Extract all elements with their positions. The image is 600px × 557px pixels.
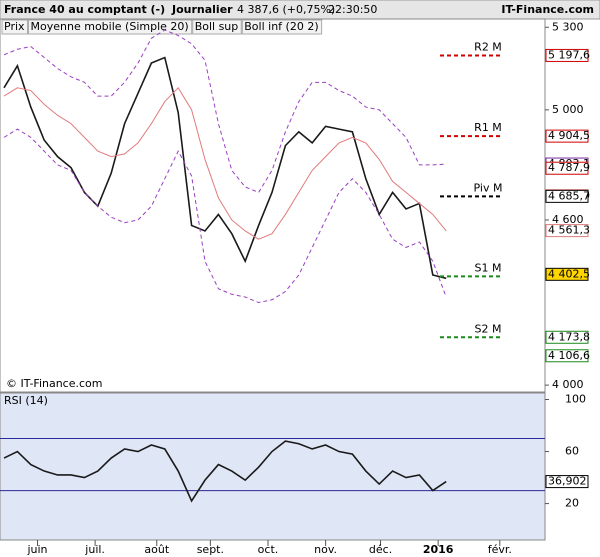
price-marker-label: 4 106,6 [548,349,590,362]
y-tick-label: 60 [565,445,579,458]
x-tick-label: juin [26,543,47,556]
price-marker-label: 4 787,9 [548,161,590,174]
rsi-title: RSI (14) [4,394,48,407]
price-marker [545,129,589,143]
price-marker [545,189,589,203]
y-tick-label: 4 000 [552,378,584,391]
time: 22:30:50 [328,3,377,16]
legend-box [28,19,193,35]
y-tick-label: 20 [565,497,579,510]
price-marker [545,161,589,175]
price-marker [545,267,589,281]
series-line [3,128,447,304]
legend-entry: Prix [4,20,25,33]
series-line [3,87,447,240]
pivot-label: S1 M [475,261,502,274]
series-line [3,440,447,503]
period: Journalier [171,3,233,16]
legend-box [241,19,323,35]
pivot-label: S2 M [475,322,502,335]
price-panel [0,18,546,393]
watermark: © IT-Finance.com [6,377,103,390]
price-marker-label: 5 197,6 [548,48,590,61]
price-marker-label: 4 402,5 [548,267,590,280]
x-tick-label: nov. [314,543,337,556]
price-marker-label: 4 561,3 [548,224,590,237]
price-marker [545,330,589,344]
y-tick-label: 5 300 [552,20,584,33]
site: IT-Finance.com [501,3,594,16]
x-tick-label: 2016 [423,543,454,556]
y-tick-label: 4 600 [552,213,584,226]
price-marker [545,224,589,238]
pivot-label: R2 M [474,40,502,53]
rsi-marker-label: 36,902 [548,475,587,488]
rsi-marker [545,475,589,489]
rsi-panel [0,392,546,541]
price-marker [545,349,589,363]
quote: 4 387,6 (+0,75%) [237,3,335,16]
price-marker [545,48,589,62]
y-tick-label: 100 [565,393,586,406]
pivot-label: R1 M [474,121,502,134]
x-tick-label: févr. [488,543,512,556]
pivot-label: Piv M [474,181,503,194]
y-tick-label: 5 000 [552,103,584,116]
title: France 40 au comptant (-) [4,3,165,16]
price-marker-label: 4 685,7 [548,189,590,202]
x-tick-label: oct. [258,543,279,556]
x-tick-label: août [144,543,169,556]
price-marker-label: 4 904,5 [548,129,590,142]
legend-box [192,19,242,35]
series-line [3,56,447,280]
legend-entry: Boll inf (20 2) [244,20,318,33]
x-tick-label: déc. [369,543,392,556]
x-tick-label: sept. [197,543,224,556]
legend-box [1,19,29,35]
legend-entry: Boll sup [195,20,239,33]
legend-entry: Moyenne mobile (Simple 20) [31,20,189,33]
x-tick-label: juil. [84,543,105,556]
price-marker-label: 4 173,8 [548,330,590,343]
series-line [3,29,447,194]
